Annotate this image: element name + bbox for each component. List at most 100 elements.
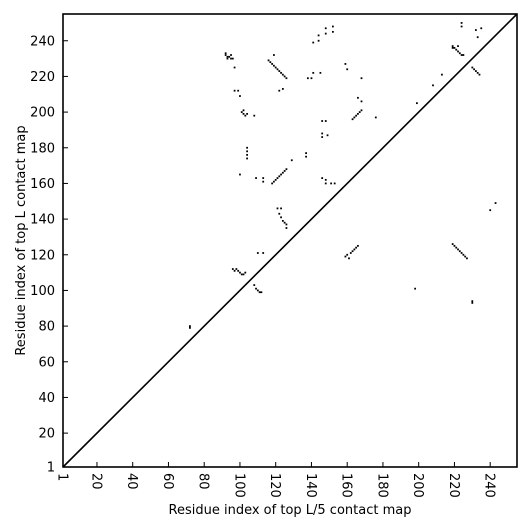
contact-point [239, 271, 241, 274]
contact-point [278, 175, 281, 178]
contact-point [324, 27, 327, 30]
contact-point [306, 77, 309, 80]
contact-point [476, 71, 479, 74]
contact-point [460, 252, 463, 254]
contact-point [360, 77, 363, 80]
contact-point [460, 22, 463, 24]
contact-point [237, 89, 240, 92]
contact-point [280, 207, 282, 210]
contact-point [285, 227, 288, 229]
contact-point [355, 114, 358, 117]
contact-point [475, 70, 477, 72]
contact-point [240, 111, 243, 113]
contact-point [244, 271, 247, 274]
contact-point [233, 66, 236, 69]
contact-point [346, 68, 349, 71]
contact-point [355, 246, 358, 249]
contact-point [453, 47, 456, 49]
contact-point [357, 112, 359, 115]
contact-point [353, 116, 356, 119]
x-tick-label: 1 [55, 473, 70, 481]
contact-point [344, 63, 347, 65]
contact-point [358, 111, 361, 113]
contact-point [260, 291, 263, 294]
contact-point [276, 68, 279, 71]
contact-point [256, 289, 259, 292]
contact-point [471, 66, 474, 69]
contact-point [455, 48, 458, 51]
contact-point [274, 66, 277, 69]
contact-point [360, 109, 363, 112]
x-tick-label: 120 [267, 473, 282, 498]
contact-point [460, 25, 463, 28]
y-tick-label: 100 [30, 284, 55, 299]
contact-point [246, 150, 248, 153]
x-tick-label: 200 [410, 473, 425, 498]
contact-point [285, 77, 288, 80]
contact-point [290, 159, 293, 162]
contact-point [239, 95, 241, 97]
contact-point [458, 250, 461, 253]
y-tick-label: 160 [30, 177, 55, 192]
contact-point [473, 68, 475, 71]
contact-point [235, 268, 238, 270]
contact-point [324, 178, 327, 181]
contact-point [230, 54, 232, 56]
x-tick-label: 220 [446, 473, 461, 498]
contact-point [280, 71, 282, 74]
contact-point [321, 120, 324, 122]
contact-point [489, 209, 492, 212]
y-tick-label: 220 [30, 70, 55, 85]
contact-point [226, 57, 229, 60]
diagonal-line [62, 13, 518, 468]
contact-point [464, 255, 467, 258]
contact-point [451, 243, 454, 245]
contact-point [458, 52, 461, 55]
contact-point [344, 255, 347, 258]
contact-point [267, 59, 270, 62]
contact-point [285, 168, 288, 171]
contact-point [278, 89, 281, 92]
contact-point [240, 273, 243, 276]
contact-point [258, 291, 261, 294]
y-tick-label: 1 [47, 461, 55, 476]
x-tick-label: 20 [88, 473, 103, 490]
y-tick-label: 20 [38, 427, 55, 442]
contact-point [230, 57, 232, 60]
contact-point [312, 71, 315, 74]
contact-point [457, 45, 459, 47]
contact-point [224, 54, 227, 56]
contact-point [348, 257, 350, 260]
contact-point [471, 300, 474, 303]
contact-point [283, 221, 286, 224]
x-tick-label: 240 [482, 473, 497, 498]
contact-point [305, 155, 307, 158]
contact-point [351, 250, 354, 253]
contact-point [357, 96, 359, 99]
contact-point [351, 118, 354, 121]
contact-point [441, 73, 443, 76]
x-tick-label: 180 [374, 473, 389, 498]
contact-point [416, 102, 418, 105]
contact-point [271, 182, 274, 185]
contact-point [231, 268, 234, 270]
x-tick-label: 40 [124, 473, 139, 490]
contact-point [256, 252, 259, 254]
contact-point [414, 287, 417, 290]
contact-point [273, 64, 275, 67]
contact-point [321, 177, 324, 179]
contact-point [269, 61, 272, 64]
contact-point [276, 177, 279, 179]
contact-point [231, 57, 234, 60]
contact-point [457, 50, 459, 53]
contact-point [226, 55, 229, 58]
contact-point [283, 170, 286, 172]
contact-point [246, 112, 248, 115]
contact-point [476, 36, 479, 39]
y-axis-label: Residue index of top L contact map [14, 125, 29, 355]
x-tick-label: 60 [160, 473, 175, 490]
contact-point [310, 77, 313, 80]
contact-point [324, 182, 327, 185]
y-tick-label: 200 [30, 106, 55, 121]
